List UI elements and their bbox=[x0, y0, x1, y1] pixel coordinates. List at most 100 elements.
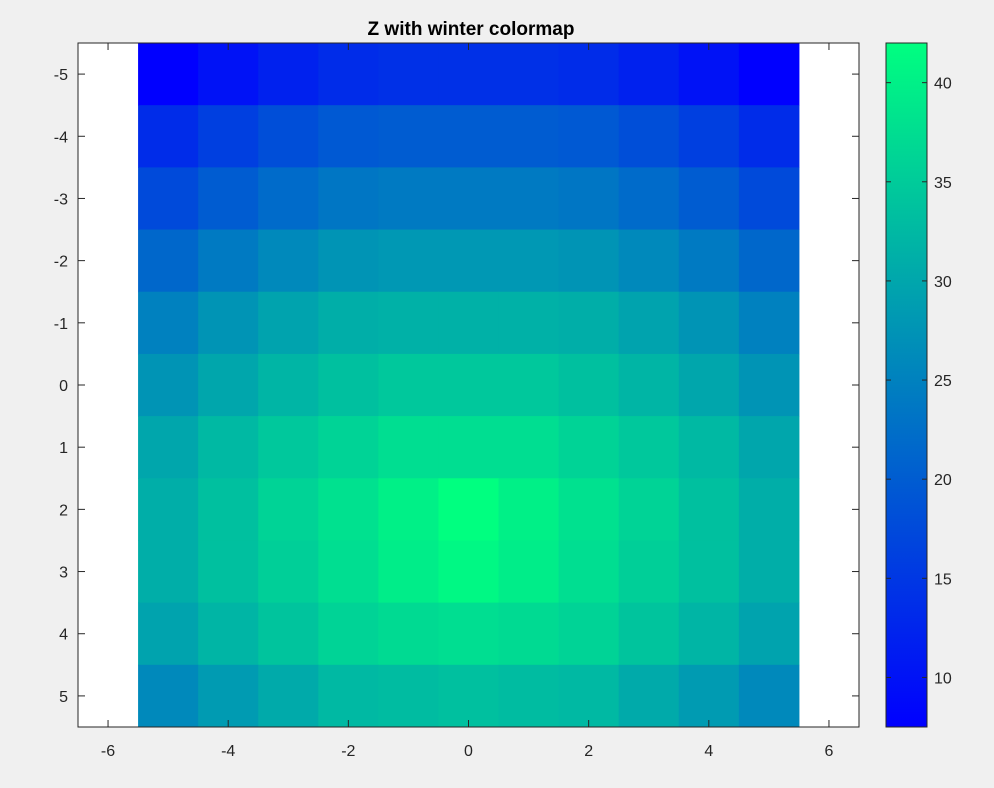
heatmap-cell bbox=[558, 478, 620, 541]
heatmap-cell bbox=[378, 664, 439, 728]
heatmap-cell bbox=[618, 353, 680, 417]
heatmap-cell bbox=[738, 167, 800, 231]
heatmap-cell bbox=[438, 478, 500, 541]
heatmap-cell bbox=[618, 540, 680, 604]
heatmap-cell bbox=[138, 540, 199, 604]
heatmap-cell bbox=[678, 478, 740, 541]
colorbar-ticks: 10 15 20 25 30 35 40 bbox=[886, 76, 952, 687]
heatmap-cell bbox=[618, 416, 680, 479]
y-tick-label: 5 bbox=[59, 689, 68, 706]
heatmap-cell bbox=[258, 167, 319, 231]
heatmap-cell bbox=[378, 105, 439, 168]
heatmap-cell bbox=[678, 540, 740, 604]
heatmap-cell bbox=[738, 416, 800, 479]
heatmap-cell bbox=[738, 478, 800, 541]
x-tick-label: -2 bbox=[341, 743, 355, 760]
heatmap-cell bbox=[258, 43, 319, 106]
heatmap-cell bbox=[438, 602, 500, 666]
x-tick-label: 6 bbox=[825, 743, 834, 760]
heatmap-cell bbox=[378, 478, 439, 541]
heatmap-cell bbox=[378, 43, 439, 106]
x-tick-label: 4 bbox=[704, 743, 713, 760]
heatmap-cell bbox=[498, 229, 560, 293]
heatmap-cell bbox=[198, 291, 259, 355]
heatmap-cell bbox=[678, 167, 740, 231]
heatmap-cell bbox=[258, 291, 319, 355]
heatmap-cell bbox=[738, 353, 800, 417]
heatmap-cell bbox=[258, 664, 319, 728]
colorbar-tick-label: 25 bbox=[934, 373, 952, 390]
heatmap-cell bbox=[678, 602, 740, 666]
heatmap-cell bbox=[498, 167, 560, 231]
heatmap-cell bbox=[678, 105, 740, 168]
heatmap-cell bbox=[558, 291, 620, 355]
y-tick-label: -5 bbox=[54, 67, 68, 84]
heatmap-cell bbox=[318, 478, 379, 541]
heatmap-cell bbox=[138, 602, 199, 666]
y-tick-label: -1 bbox=[54, 316, 68, 333]
heatmap-cell bbox=[738, 105, 800, 168]
heatmap-cell bbox=[138, 167, 199, 231]
heatmap-cell bbox=[138, 105, 199, 168]
heatmap-cell bbox=[438, 353, 500, 417]
heatmap-cell bbox=[318, 229, 379, 293]
heatmap-cell bbox=[318, 291, 379, 355]
colorbar-gradient bbox=[886, 43, 927, 727]
x-tick-label: -6 bbox=[101, 743, 115, 760]
heatmap-cell bbox=[378, 416, 439, 479]
heatmap-cell bbox=[618, 105, 680, 168]
heatmap-cell bbox=[678, 416, 740, 479]
heatmap-cell bbox=[618, 43, 680, 106]
heatmap-cell bbox=[198, 167, 259, 231]
colorbar[interactable]: 10 15 20 25 30 35 40 bbox=[885, 42, 952, 728]
heatmap-cell bbox=[618, 291, 680, 355]
heatmap-cell bbox=[738, 664, 800, 728]
heatmap-cells bbox=[138, 43, 800, 728]
chart-title: Z with winter colormap bbox=[368, 19, 575, 40]
heatmap-cell bbox=[258, 353, 319, 417]
heatmap-cell bbox=[498, 664, 560, 728]
heatmap-cell bbox=[438, 416, 500, 479]
heatmap-cell bbox=[318, 353, 379, 417]
heatmap-cell bbox=[258, 540, 319, 604]
heatmap-cell bbox=[258, 478, 319, 541]
heatmap-cell bbox=[618, 602, 680, 666]
heatmap-cell bbox=[558, 353, 620, 417]
heatmap-cell bbox=[138, 478, 199, 541]
colorbar-frame bbox=[885, 42, 928, 728]
heatmap-cell bbox=[498, 291, 560, 355]
x-tick-label: -4 bbox=[221, 743, 235, 760]
colorbar-tick-label: 15 bbox=[934, 571, 952, 588]
heatmap-cell bbox=[438, 229, 500, 293]
heatmap-cell bbox=[678, 353, 740, 417]
heatmap-cell bbox=[498, 105, 560, 168]
heatmap-cell bbox=[198, 229, 259, 293]
heatmap-cell bbox=[558, 43, 620, 106]
heatmap-cell bbox=[318, 664, 379, 728]
heatmap-cell bbox=[378, 353, 439, 417]
heatmap-cell bbox=[198, 602, 259, 666]
heatmap-cell bbox=[738, 43, 800, 106]
heatmap-cell bbox=[558, 602, 620, 666]
heatmap-cell bbox=[258, 602, 319, 666]
heatmap-cell bbox=[138, 229, 199, 293]
heatmap-cell bbox=[678, 291, 740, 355]
heatmap-cell bbox=[498, 416, 560, 479]
y-axis: -5 -4 -3 -2 -1 0 1 2 3 4 5 bbox=[54, 67, 859, 706]
heatmap-cell bbox=[618, 478, 680, 541]
colorbar-tick-label: 30 bbox=[934, 274, 952, 291]
plot-axes[interactable]: -6 -4 -2 0 2 4 6 -5 -4 -3 -2 -1 0 1 2 3 4 5 bbox=[54, 42, 860, 760]
y-tick-label: -4 bbox=[54, 129, 68, 146]
x-axis: -6 -4 -2 0 2 4 6 bbox=[101, 43, 834, 760]
colorbar-tick-label: 10 bbox=[934, 670, 952, 687]
heatmap-cell bbox=[438, 540, 500, 604]
heatmap-cell bbox=[318, 602, 379, 666]
colorbar-tick-label: 20 bbox=[934, 472, 952, 489]
heatmap-cell bbox=[378, 229, 439, 293]
heatmap-cell bbox=[438, 664, 500, 728]
heatmap-cell bbox=[318, 167, 379, 231]
heatmap-cell bbox=[378, 540, 439, 604]
heatmap-cell bbox=[198, 43, 259, 106]
heatmap-cell bbox=[258, 229, 319, 293]
